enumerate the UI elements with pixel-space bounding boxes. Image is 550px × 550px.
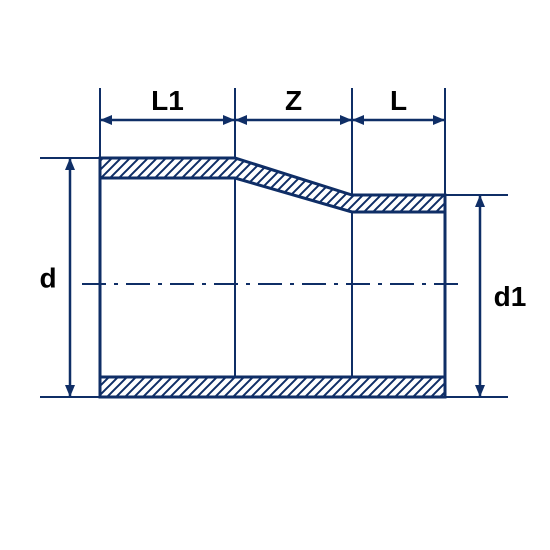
bottom-wall-hatched [100, 377, 445, 397]
dim-label-z: Z [285, 85, 302, 116]
top-wall-hatched [100, 158, 445, 212]
dim-label-l1: L1 [151, 85, 184, 116]
reducer-dimension-diagram: L1 Z Ld d1 [0, 0, 550, 550]
dim-label-d: d [39, 263, 56, 294]
dim-label-l: L [390, 85, 407, 116]
dim-label-d1: d1 [494, 281, 527, 312]
